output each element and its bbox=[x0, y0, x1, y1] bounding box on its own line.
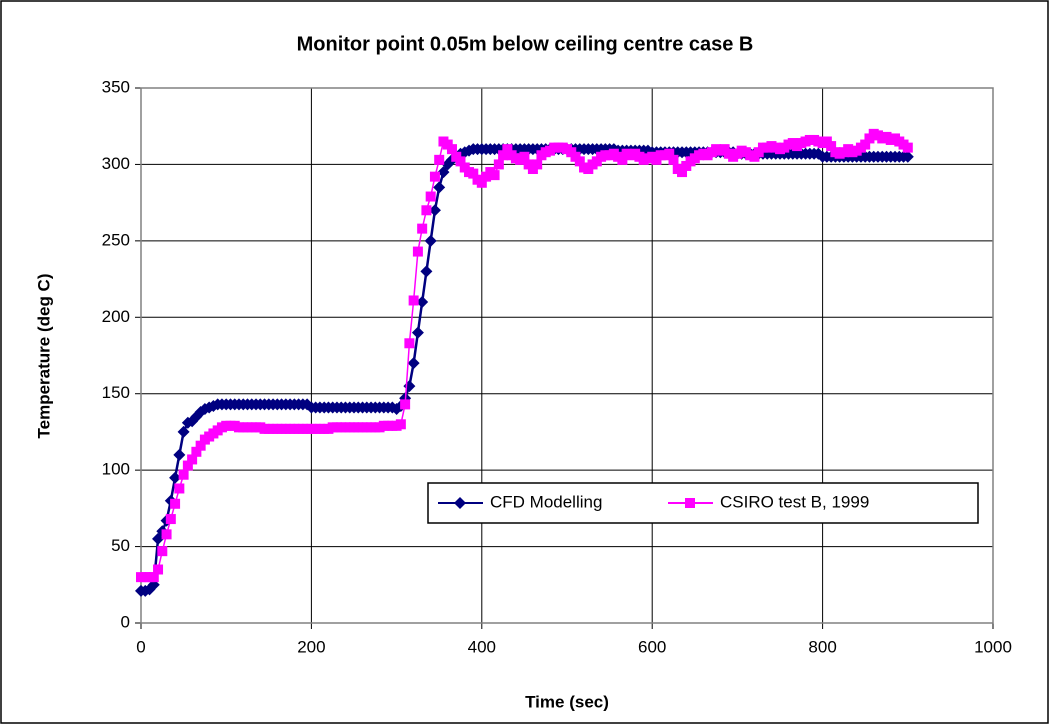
legend-label: CFD Modelling bbox=[490, 492, 602, 511]
point bbox=[677, 167, 688, 178]
point bbox=[574, 156, 585, 167]
point bbox=[476, 177, 487, 188]
point bbox=[420, 265, 433, 278]
point bbox=[411, 326, 424, 339]
point bbox=[165, 514, 176, 525]
point bbox=[187, 454, 198, 465]
point bbox=[664, 148, 675, 159]
point bbox=[502, 144, 513, 155]
point bbox=[400, 399, 411, 410]
y-tick-label: 250 bbox=[102, 230, 130, 249]
y-tick-label: 50 bbox=[111, 536, 130, 555]
point bbox=[407, 357, 420, 370]
y-tick-label: 300 bbox=[102, 154, 130, 173]
y-tick-label: 200 bbox=[102, 307, 130, 326]
point bbox=[191, 446, 202, 457]
point bbox=[902, 142, 913, 153]
legend-label: CSIRO test B, 1999 bbox=[720, 492, 869, 511]
point bbox=[489, 170, 500, 181]
point bbox=[153, 564, 164, 575]
point bbox=[429, 171, 440, 182]
point bbox=[455, 156, 466, 167]
point bbox=[169, 471, 182, 484]
x-tick-label: 600 bbox=[638, 637, 666, 656]
point bbox=[157, 546, 168, 557]
point bbox=[434, 154, 445, 165]
point bbox=[446, 144, 457, 155]
point bbox=[860, 139, 871, 150]
x-tick-label: 0 bbox=[136, 637, 145, 656]
point bbox=[161, 529, 172, 540]
legend-marker bbox=[454, 497, 466, 509]
point bbox=[173, 448, 186, 461]
point bbox=[417, 223, 428, 234]
point bbox=[668, 154, 679, 165]
point bbox=[826, 141, 837, 152]
plot-area bbox=[141, 88, 993, 623]
point bbox=[425, 191, 436, 202]
x-axis-label: Time (sec) bbox=[525, 692, 609, 711]
x-tick-label: 200 bbox=[297, 637, 325, 656]
y-tick-label: 350 bbox=[102, 77, 130, 96]
point bbox=[170, 498, 181, 509]
chart-title: Monitor point 0.05m below ceiling centre… bbox=[297, 33, 754, 55]
point bbox=[174, 483, 185, 494]
point bbox=[177, 425, 190, 438]
point bbox=[395, 419, 406, 430]
y-tick-label: 0 bbox=[121, 612, 130, 631]
point bbox=[195, 440, 206, 451]
point bbox=[519, 151, 530, 162]
legend-marker bbox=[685, 498, 695, 508]
point bbox=[433, 181, 446, 194]
x-tick-label: 400 bbox=[468, 637, 496, 656]
point bbox=[182, 460, 193, 471]
point bbox=[148, 572, 159, 583]
point bbox=[404, 338, 415, 349]
point bbox=[412, 246, 423, 257]
plot-border bbox=[140, 87, 994, 624]
point bbox=[532, 159, 543, 170]
point bbox=[408, 295, 419, 306]
point bbox=[416, 296, 429, 308]
y-axis-label: Temperature (deg C) bbox=[34, 274, 53, 439]
point bbox=[178, 469, 189, 480]
x-tick-label: 800 bbox=[808, 637, 836, 656]
y-tick-label: 100 bbox=[102, 460, 130, 479]
y-tick-label: 150 bbox=[102, 383, 130, 402]
point bbox=[493, 159, 504, 170]
point bbox=[428, 204, 441, 217]
point bbox=[901, 150, 914, 163]
point bbox=[617, 154, 628, 165]
point bbox=[498, 150, 509, 161]
point bbox=[424, 234, 437, 247]
point bbox=[468, 168, 479, 179]
x-tick-label: 1000 bbox=[974, 637, 1012, 656]
point bbox=[421, 205, 432, 216]
